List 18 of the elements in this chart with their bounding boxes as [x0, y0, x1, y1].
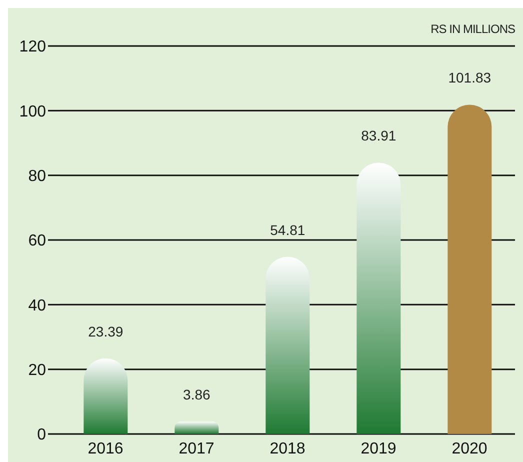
- y-tick-label: 0: [37, 426, 46, 444]
- y-tick-label: 100: [19, 103, 46, 120]
- x-tick-label: 2017: [178, 440, 214, 458]
- y-tick-label: 60: [28, 232, 46, 250]
- data-label: 23.39: [88, 323, 124, 340]
- x-tick-label: 2019: [360, 440, 396, 458]
- y-tick-label: 40: [28, 297, 46, 314]
- x-tick-label: 2020: [452, 440, 488, 458]
- data-label: 101.83: [448, 70, 492, 86]
- data-label: 83.91: [361, 128, 396, 144]
- data-label: 54.81: [270, 222, 306, 238]
- x-tick-label: 2016: [88, 440, 124, 458]
- data-label: 3.86: [183, 386, 210, 403]
- y-axis-title: RS IN MILLIONS: [430, 22, 515, 36]
- y-tick-label: 120: [19, 38, 46, 56]
- x-tick-label: 2018: [270, 440, 306, 458]
- y-tick-label: 80: [28, 168, 46, 186]
- y-tick-label: 20: [28, 362, 46, 380]
